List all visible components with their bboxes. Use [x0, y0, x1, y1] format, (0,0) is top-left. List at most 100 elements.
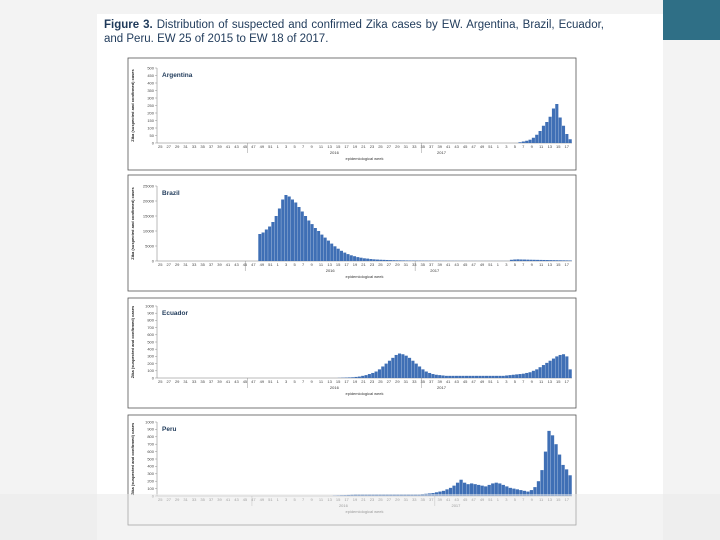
argentina-ytick-label: 250	[147, 103, 154, 108]
brazil-xtick-label: 15	[556, 262, 561, 267]
peru-ytick-label: 800	[147, 434, 154, 439]
peru-bar	[522, 490, 527, 496]
argentina-xtick-label: 47	[251, 144, 256, 149]
ecuador-bar	[491, 375, 495, 378]
ecuador-xtick-label: 29	[395, 379, 400, 384]
argentina-xtick-label: 5	[294, 144, 297, 149]
ecuador-bar	[434, 374, 438, 378]
ecuador-bar	[474, 375, 479, 378]
brazil-bar	[362, 258, 366, 261]
brazil-xtick-label: 35	[200, 262, 205, 267]
brazil-ytick-label: 15000	[143, 213, 155, 218]
brazil-bar	[277, 208, 281, 261]
brazil-xtick-label: 47	[471, 262, 476, 267]
ecuador-bar	[531, 370, 535, 378]
argentina-xtick-label: 13	[327, 144, 332, 149]
brazil-xtick-label: 49	[480, 262, 485, 267]
peru-bar	[557, 454, 562, 496]
argentina-ytick-label: 350	[147, 88, 154, 93]
argentina-xtick-label: 37	[209, 144, 214, 149]
argentina-bar	[535, 134, 539, 143]
argentina-ytick-label: 500	[147, 65, 154, 70]
ecuador-bar	[364, 375, 368, 378]
peru-bar	[452, 485, 456, 496]
brazil-xtick-label: 31	[404, 262, 409, 267]
brazil-bar	[336, 248, 340, 261]
ecuador-xtick-label: 41	[226, 379, 231, 384]
ecuador-bar	[515, 374, 519, 378]
peru-bar	[448, 487, 453, 496]
argentina-xtick-label: 27	[387, 144, 392, 149]
ecuador-ytick-label: 1000	[145, 303, 155, 308]
brazil-bar	[326, 240, 330, 261]
peru-bar	[498, 483, 502, 496]
ecuador-bar	[555, 356, 559, 378]
peru-bar	[466, 484, 470, 496]
ecuador-xtick-label: 7	[302, 379, 305, 384]
ecuador-bar	[351, 377, 355, 378]
ecuador-ytick-label: 600	[147, 332, 154, 337]
ecuador-xtick-label: 9	[310, 379, 313, 384]
ecuador-xtick-label: 1	[277, 379, 280, 384]
argentina-xtick-label: 25	[158, 144, 163, 149]
brazil-bar	[522, 259, 527, 261]
ecuador-bar	[414, 363, 418, 378]
peru-ytick-label: 1000	[145, 419, 155, 424]
argentina-y-axis-title: Zika (suspected and confirmed) cases	[130, 68, 135, 141]
argentina-ytick-label: 50	[150, 133, 155, 138]
peru-bar	[501, 484, 505, 496]
brazil-xtick-label: 29	[175, 262, 180, 267]
ecuador-ytick-label: 700	[147, 325, 154, 330]
ecuador-bar	[495, 375, 499, 378]
argentina-bar	[558, 117, 562, 143]
peru-ytick-label: 500	[147, 456, 154, 461]
bottom-band	[0, 494, 720, 540]
argentina-bar	[551, 108, 556, 143]
brazil-xtick-label: 25	[158, 262, 163, 267]
brazil-bar	[339, 250, 344, 261]
peru-bar	[536, 481, 541, 496]
argentina-ytick-label: 100	[147, 125, 154, 130]
argentina-xtick-label: 49	[260, 144, 265, 149]
peru-bar	[491, 483, 495, 496]
brazil-x-axis-title: epidemiological week	[345, 274, 383, 279]
brazil-bar	[271, 222, 275, 261]
ecuador-bar	[411, 360, 415, 378]
brazil-bar	[313, 228, 317, 261]
brazil-bar	[545, 260, 549, 261]
ecuador-ytick-label: 200	[147, 361, 154, 366]
argentina-xtick-label: 1	[277, 144, 280, 149]
brazil-ytick-label: 0	[152, 258, 155, 263]
brazil-xtick-label: 39	[217, 262, 222, 267]
ecuador-bar	[444, 375, 448, 378]
ecuador-xtick-label: 3	[505, 379, 508, 384]
peru-bar	[540, 470, 544, 496]
brazil-bar	[555, 260, 559, 261]
argentina-bar	[565, 134, 569, 143]
brazil-bar	[529, 259, 533, 261]
argentina-xtick-label: 47	[471, 144, 476, 149]
ecuador-xtick-label: 37	[429, 379, 434, 384]
peru-y-axis-title: Zika (suspected and confirmed) cases	[130, 422, 135, 495]
brazil-chart-title: Brazil	[162, 190, 180, 197]
brazil-bar	[398, 260, 402, 261]
ecuador-bar	[565, 356, 569, 378]
accent-bar	[663, 0, 720, 40]
brazil-bar	[392, 260, 396, 261]
brazil-bar	[320, 234, 324, 261]
argentina-xtick-label: 23	[370, 144, 375, 149]
brazil-xtick-label: 25	[378, 262, 383, 267]
ecuador-year-label: 2017	[437, 385, 447, 390]
brazil-xtick-label: 19	[353, 262, 358, 267]
ecuador-bar	[518, 374, 522, 378]
ecuador-bar	[397, 353, 402, 378]
ecuador-xtick-label: 43	[454, 379, 459, 384]
brazil-bar	[258, 234, 262, 261]
ecuador-bar	[471, 375, 475, 378]
brazil-bar	[375, 259, 379, 261]
peru-bar	[473, 484, 477, 496]
brazil-bar	[405, 260, 409, 261]
ecuador-y-axis-title: Zika (suspected and confirmed) cases	[130, 305, 135, 378]
argentina-xtick-label: 9	[531, 144, 534, 149]
figure-caption: Figure 3. Distribution of suspected and …	[104, 18, 604, 46]
